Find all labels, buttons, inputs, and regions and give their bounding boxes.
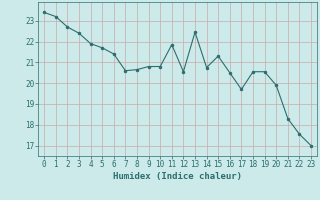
X-axis label: Humidex (Indice chaleur): Humidex (Indice chaleur) [113,172,242,181]
